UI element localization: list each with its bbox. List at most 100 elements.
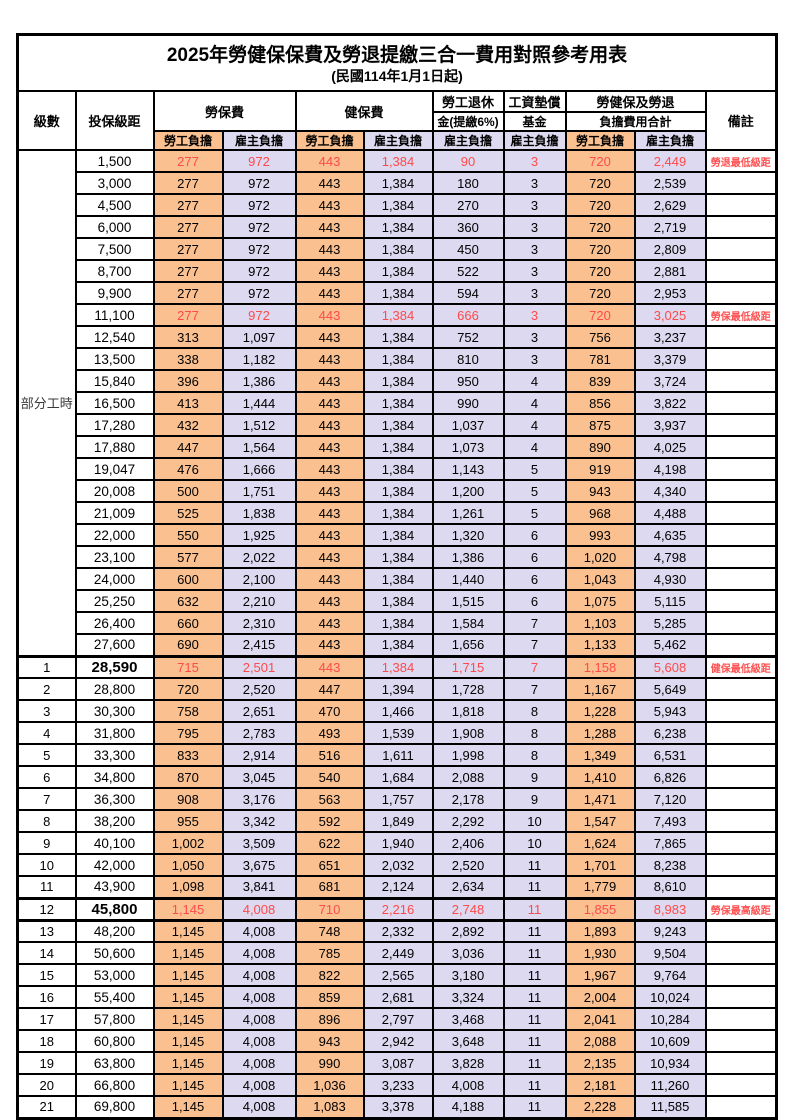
cell-level: 12 xyxy=(16,896,77,921)
cell-health-employer: 1,384 xyxy=(362,435,434,459)
table-row: 17 57,800 1,145 4,008 896 2,797 3,468 11 2,041 10… xyxy=(16,1007,778,1031)
cell-pension-employer: 2,634 xyxy=(431,875,505,899)
cell-fund-employer: 3 xyxy=(502,149,567,173)
cell-labor-employer: 972 xyxy=(221,259,297,283)
cell-health-employee: 447 xyxy=(294,677,365,701)
cell-salary: 45,800 xyxy=(74,896,155,921)
cell-fund-employer: 6 xyxy=(502,523,567,547)
cell-remark xyxy=(704,1095,778,1119)
cell-level: 21 xyxy=(16,1095,77,1119)
cell-level: 9 xyxy=(16,831,77,855)
cell-pension-employer: 3,828 xyxy=(431,1051,505,1075)
cell-salary: 50,600 xyxy=(74,941,155,965)
cell-pension-employer: 1,440 xyxy=(431,567,505,591)
cell-total-employer: 8,238 xyxy=(633,853,707,877)
cell-health-employee: 443 xyxy=(294,654,365,679)
cell-level: 1 xyxy=(16,654,77,679)
cell-fund-employer: 3 xyxy=(502,215,567,239)
cell-remark xyxy=(704,809,778,833)
cell-pension-employer: 3,648 xyxy=(431,1029,505,1053)
table-row: 7 36,300 908 3,176 563 1,757 2,178 9 1,471 7,120 xyxy=(16,787,778,811)
cell-health-employee: 651 xyxy=(294,853,365,877)
cell-level: 16 xyxy=(16,985,77,1009)
cell-salary: 31,800 xyxy=(74,721,155,745)
cell-remark xyxy=(704,918,778,943)
table-row: 11,100 277 972 443 1,384 666 3 720 3,025 勞保最低級距 xyxy=(18,303,778,327)
cell-fund-employer: 11 xyxy=(502,875,567,899)
table-row: 9 40,100 1,002 3,509 622 1,940 2,406 10 1,624 7,8… xyxy=(16,831,778,855)
cell-labor-employee: 277 xyxy=(152,303,224,327)
cell-pension-employer: 1,386 xyxy=(431,545,505,569)
table-row: 17,880 447 1,564 443 1,384 1,073 4 890 4,025 xyxy=(18,435,778,459)
cell-health-employer: 1,384 xyxy=(362,259,434,283)
cell-labor-employee: 413 xyxy=(152,391,224,415)
cell-fund-employer: 4 xyxy=(502,391,567,415)
cell-remark xyxy=(704,875,778,899)
cell-total-employer: 5,649 xyxy=(633,677,707,701)
cell-total-employee: 1,893 xyxy=(564,918,636,943)
cell-remark xyxy=(704,479,778,503)
cell-level: 5 xyxy=(16,743,77,767)
cell-health-employee: 443 xyxy=(294,611,365,635)
cell-health-employer: 1,384 xyxy=(362,325,434,349)
cell-fund-employer: 5 xyxy=(502,457,567,481)
table-row: 7,500 277 972 443 1,384 450 3 720 2,809 xyxy=(18,237,778,261)
cell-level: 10 xyxy=(16,853,77,877)
cell-pension-employer: 1,728 xyxy=(431,677,505,701)
cell-labor-employer: 2,100 xyxy=(221,567,297,591)
cell-labor-employer: 1,751 xyxy=(221,479,297,503)
cell-health-employer: 3,233 xyxy=(362,1073,434,1097)
cell-health-employee: 470 xyxy=(294,699,365,723)
cell-remark xyxy=(704,721,778,745)
cell-pension-employer: 990 xyxy=(431,391,505,415)
cell-total-employee: 1,855 xyxy=(564,896,636,921)
cell-salary: 21,009 xyxy=(74,501,155,525)
cell-labor-employer: 972 xyxy=(221,215,297,239)
table-row: 21 69,800 1,145 4,008 1,083 3,378 4,188 11 2,228… xyxy=(16,1095,778,1119)
cell-labor-employee: 1,145 xyxy=(152,941,224,965)
cell-total-employer: 9,243 xyxy=(633,918,707,943)
table-row: 9,900 277 972 443 1,384 594 3 720 2,953 xyxy=(18,281,778,305)
cell-total-employer: 3,724 xyxy=(633,369,707,393)
cell-labor-employee: 1,145 xyxy=(152,1095,224,1119)
cell-salary: 40,100 xyxy=(74,831,155,855)
cell-salary: 16,500 xyxy=(74,391,155,415)
table-row: 5 33,300 833 2,914 516 1,611 1,998 8 1,349 6,531 xyxy=(16,743,778,767)
cell-labor-employer: 972 xyxy=(221,281,297,305)
cell-labor-employer: 4,008 xyxy=(221,918,297,943)
cell-labor-employee: 476 xyxy=(152,457,224,481)
cell-total-employee: 2,004 xyxy=(564,985,636,1009)
cell-health-employer: 1,384 xyxy=(362,303,434,327)
cell-salary: 9,900 xyxy=(74,281,155,305)
table-row: 23,100 577 2,022 443 1,384 1,386 6 1,020 4,798 xyxy=(18,545,778,569)
cell-total-employer: 3,025 xyxy=(633,303,707,327)
cell-health-employer: 1,394 xyxy=(362,677,434,701)
cell-labor-employee: 833 xyxy=(152,743,224,767)
header-row-groups: 級數 投保級距 勞保費 健保費 勞工退休 工資墊償 勞健保及勞退 備註 xyxy=(16,90,778,151)
col-header-health-insurance: 健保費 xyxy=(294,90,434,132)
cell-remark xyxy=(704,787,778,811)
cell-labor-employer: 4,008 xyxy=(221,896,297,921)
cell-level: 17 xyxy=(16,1007,77,1031)
cell-total-employee: 993 xyxy=(564,523,636,547)
cell-remark xyxy=(704,699,778,723)
cell-salary: 28,800 xyxy=(74,677,155,701)
table-row: 3 30,300 758 2,651 470 1,466 1,818 8 1,228 5,943 xyxy=(16,699,778,723)
cell-labor-employer: 2,651 xyxy=(221,699,297,723)
cell-health-employer: 1,384 xyxy=(362,281,434,305)
cell-remark xyxy=(704,1051,778,1075)
cell-pension-employer: 360 xyxy=(431,215,505,239)
table-row: 13,500 338 1,182 443 1,384 810 3 781 3,379 xyxy=(18,347,778,371)
cell-total-employee: 720 xyxy=(564,281,636,305)
cell-total-employer: 4,798 xyxy=(633,545,707,569)
col-header-total-line2: 負擔費用合計 xyxy=(564,111,707,132)
cell-level-group: 部分工時 xyxy=(16,149,77,657)
cell-labor-employer: 2,520 xyxy=(221,677,297,701)
table-row: 27,600 690 2,415 443 1,384 1,656 7 1,133 5,462 xyxy=(18,633,778,657)
cell-level: 13 xyxy=(16,918,77,943)
cell-total-employer: 10,284 xyxy=(633,1007,707,1031)
cell-fund-employer: 7 xyxy=(502,677,567,701)
cell-health-employee: 896 xyxy=(294,1007,365,1031)
cell-remark xyxy=(704,677,778,701)
cell-total-employer: 9,764 xyxy=(633,963,707,987)
